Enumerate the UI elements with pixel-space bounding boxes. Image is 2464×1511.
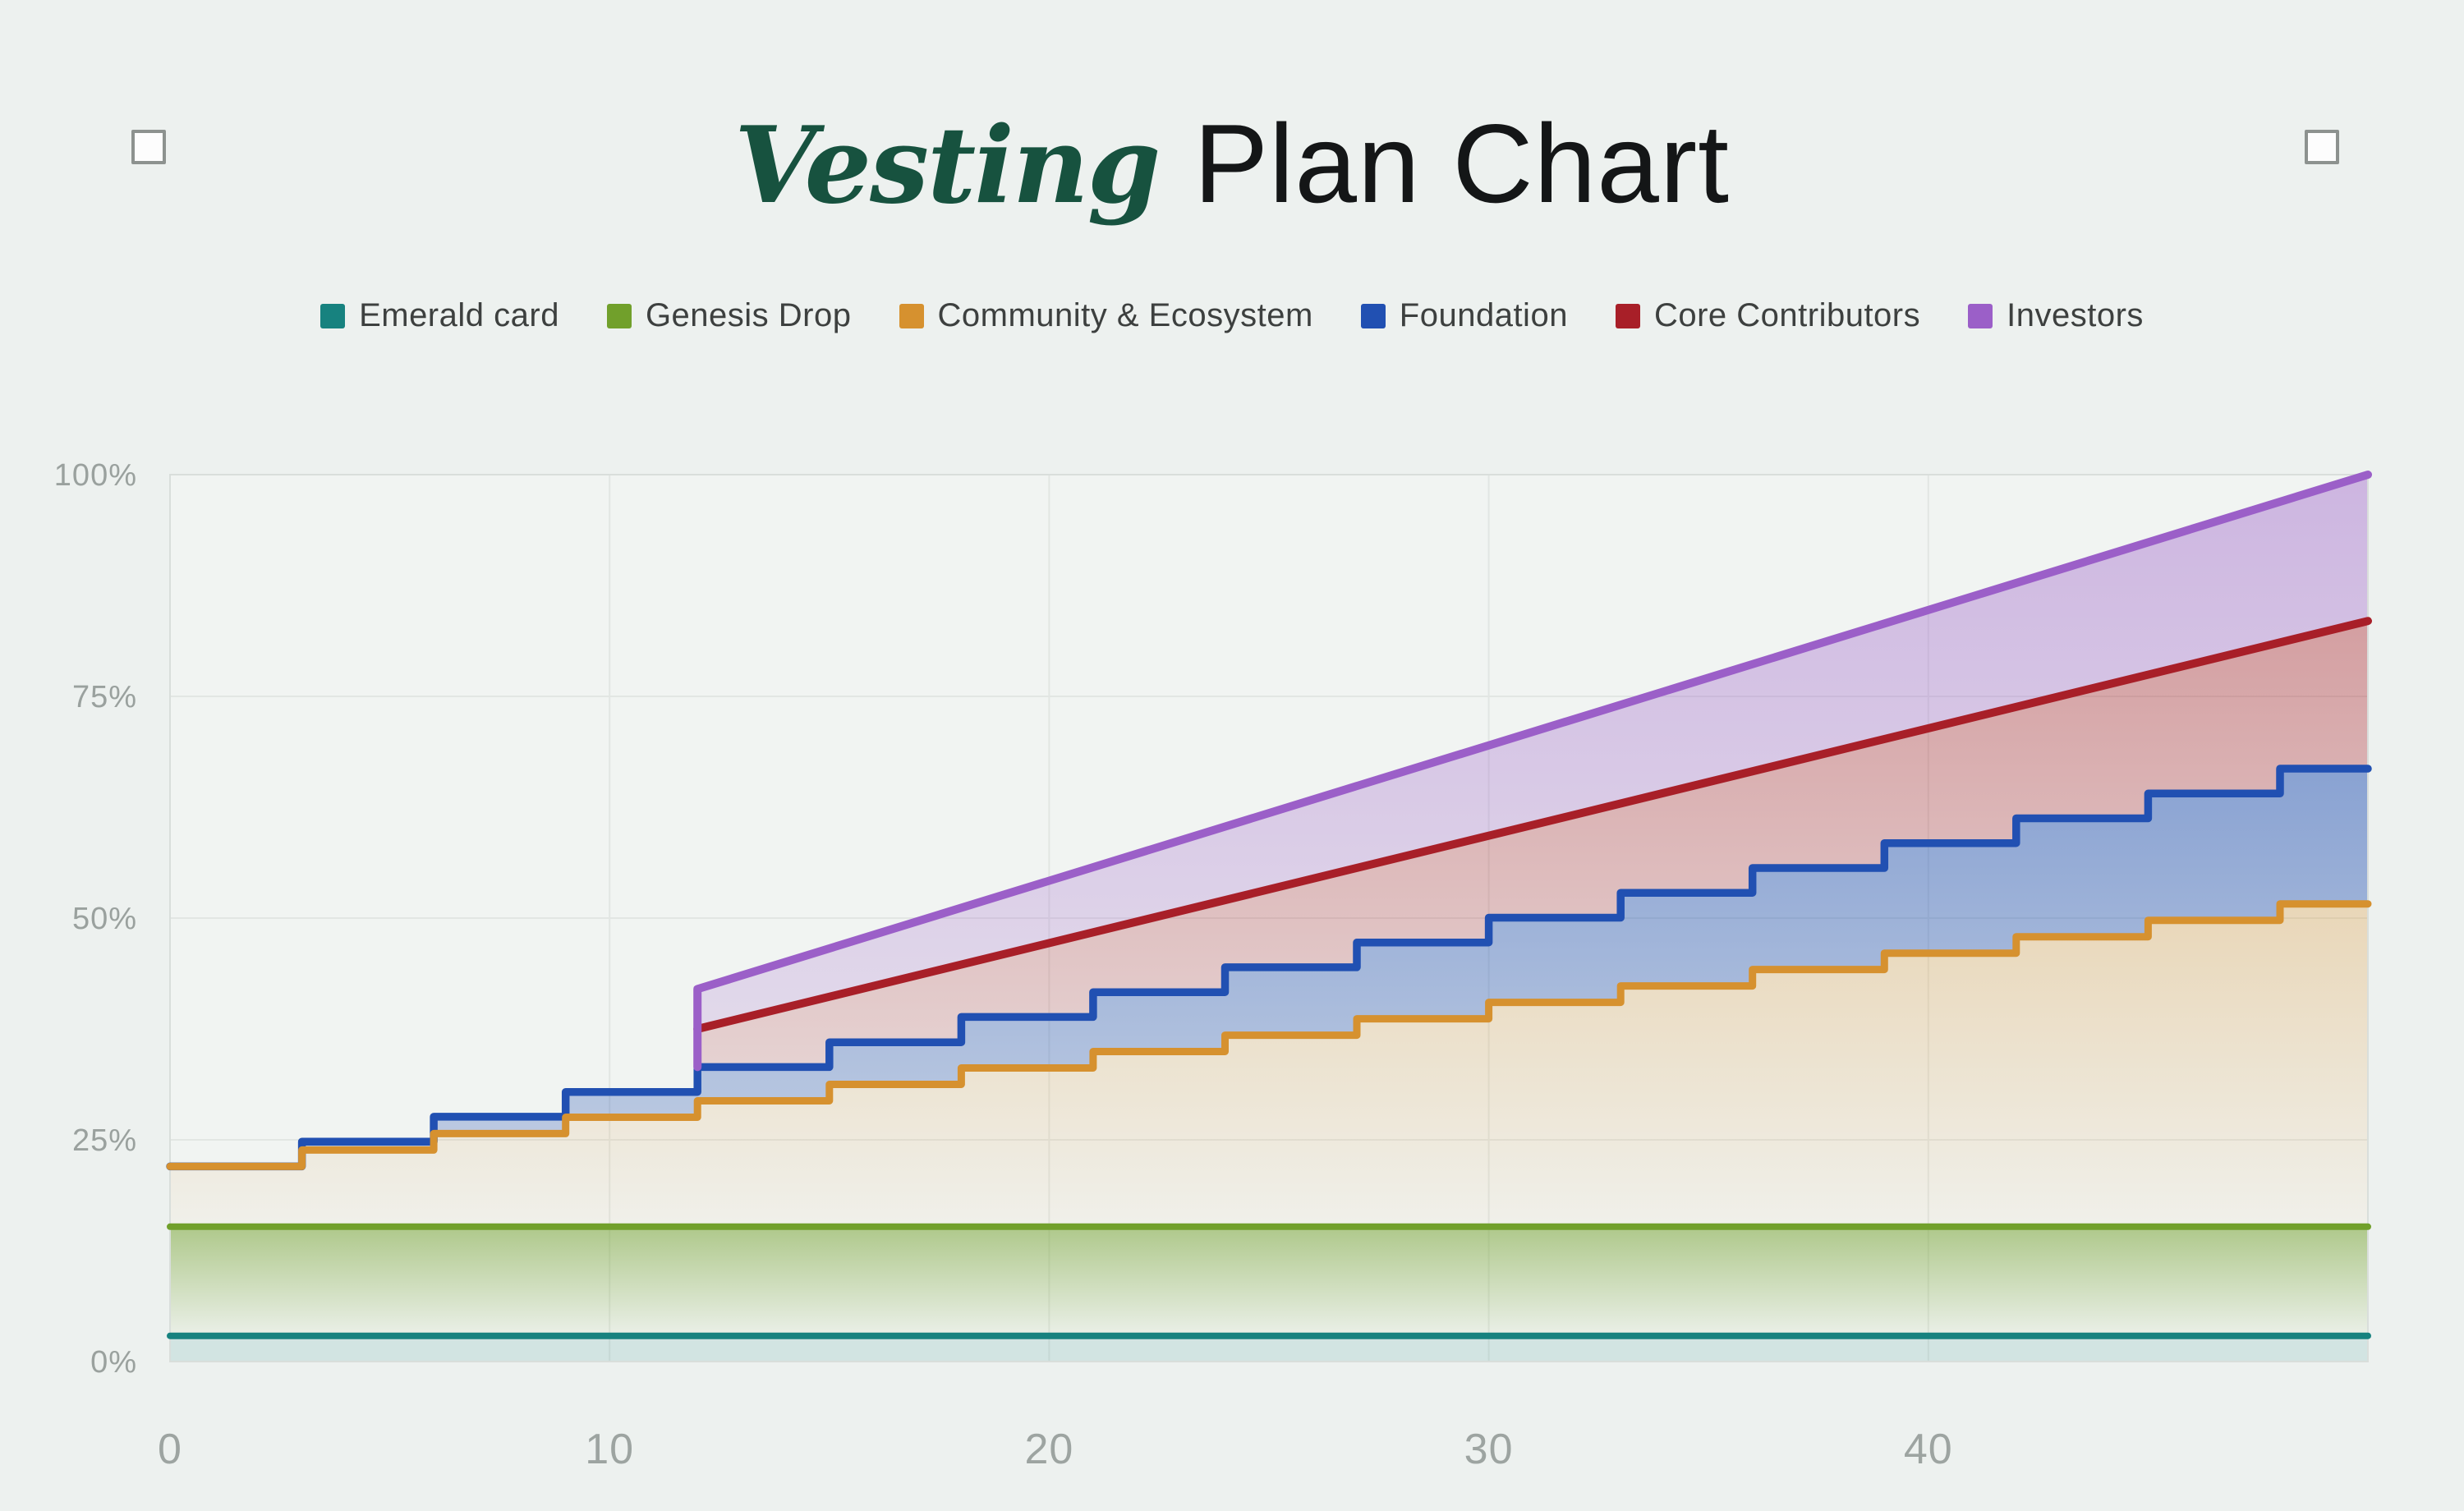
y-tick-label-0: 0% <box>90 1345 137 1380</box>
legend-label-genesis-drop: Genesis Drop <box>645 297 852 333</box>
series-area-investors <box>697 475 2369 1029</box>
series-area-genesis-drop <box>170 1226 2368 1336</box>
legend-item-core-contributors[interactable]: Core Contributors <box>1615 297 1921 334</box>
series-line-community-ecosystem <box>166 900 2372 1170</box>
y-tick-label-50: 50% <box>72 902 137 936</box>
x-tick-label-10: 10 <box>585 1426 634 1473</box>
chart-legend: Emerald card Genesis Drop Community & Ecos… <box>0 297 2464 334</box>
series-area-community-ecosystem <box>170 903 2368 1227</box>
legend-item-community-ecosystem[interactable]: Community & Ecosystem <box>899 297 1313 334</box>
decorative-square-top-right <box>2305 130 2339 164</box>
x-tick-label-30: 30 <box>1464 1426 1514 1473</box>
x-tick-label-0: 0 <box>158 1426 182 1473</box>
series-line-foundation <box>166 765 2372 1171</box>
series-line-core-contributors <box>693 617 2372 1033</box>
legend-item-foundation[interactable]: Foundation <box>1360 297 1568 334</box>
x-tick-label-40: 40 <box>1904 1426 1953 1473</box>
series-lines <box>166 471 2372 1339</box>
legend-item-emerald-card[interactable]: Emerald card <box>320 297 559 334</box>
legend-label-investors: Investors <box>2007 297 2144 333</box>
y-tick-label-100: 100% <box>54 458 137 493</box>
legend-label-core-contributors: Core Contributors <box>1653 297 1921 333</box>
x-tick-label-20: 20 <box>1024 1426 1073 1473</box>
series-area-emerald-card <box>170 1335 2368 1362</box>
page-title: Vesting Plan Chart <box>0 97 2464 234</box>
series-line-investors <box>693 471 2372 1072</box>
page-title-rest: Plan Chart <box>1193 101 1730 226</box>
series-area-core-contributors <box>697 621 2369 1068</box>
legend-swatch-core-contributors <box>1615 303 1640 328</box>
legend-swatch-foundation <box>1360 303 1386 328</box>
plot-border <box>169 474 2369 1362</box>
legend-item-genesis-drop[interactable]: Genesis Drop <box>606 297 852 334</box>
y-tick-label-75: 75% <box>72 680 137 714</box>
axis-labels: 0% 25% 50% 75% 100% 0 10 20 30 40 <box>54 458 1953 1473</box>
legend-item-investors[interactable]: Investors <box>1968 297 2144 334</box>
legend-swatch-emerald-card <box>320 303 346 328</box>
page-title-accent: Vesting <box>734 104 1161 227</box>
legend-swatch-investors <box>1968 303 1993 328</box>
legend-label-foundation: Foundation <box>1399 297 1568 333</box>
legend-label-community-ecosystem: Community & Ecosystem <box>937 297 1313 333</box>
legend-swatch-genesis-drop <box>606 303 632 328</box>
y-tick-label-25: 25% <box>72 1123 137 1158</box>
legend-swatch-community-ecosystem <box>899 303 924 328</box>
decorative-square-top-left <box>131 130 166 164</box>
legend-label-emerald-card: Emerald card <box>359 297 559 333</box>
